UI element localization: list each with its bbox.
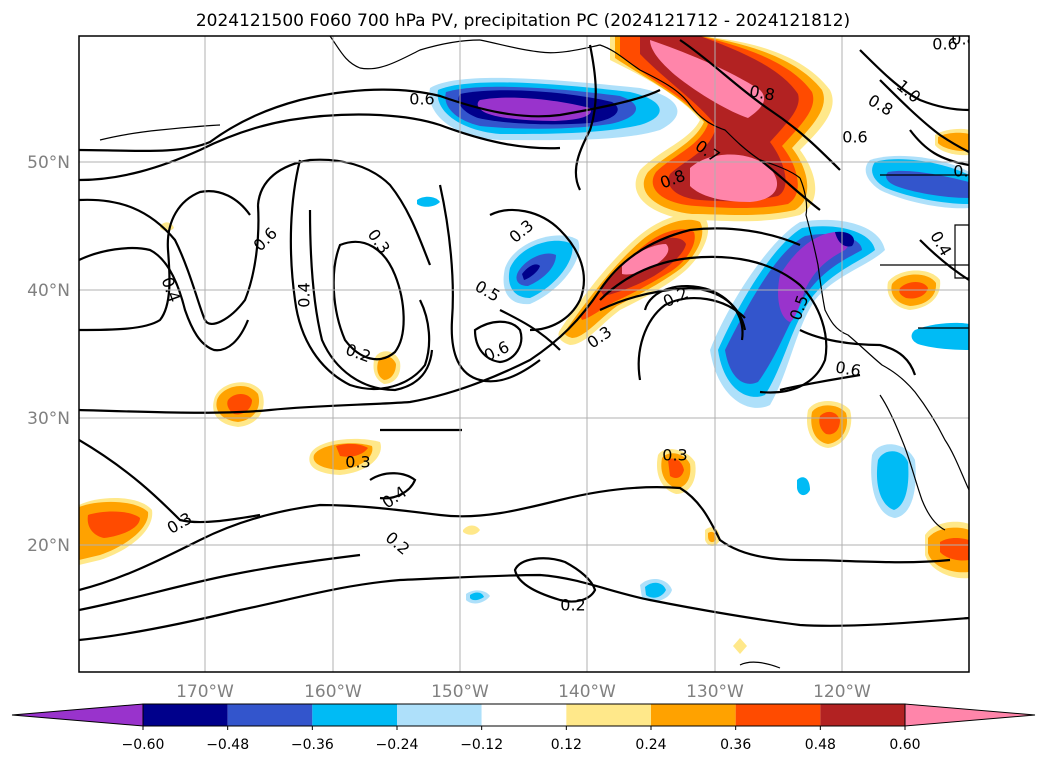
colorbar-segment <box>312 704 397 726</box>
pv-contours <box>79 39 969 642</box>
latitude-labels: 50°N 40°N 30°N 20°N <box>27 153 70 556</box>
contour-label: 0.8 <box>951 30 976 49</box>
contour-label: 0.3 <box>662 446 687 465</box>
contour-label: 0.6 <box>834 357 862 380</box>
coastlines <box>99 36 969 669</box>
colorbar-extend-min <box>11 703 144 727</box>
lon-label: 140°W <box>558 682 616 702</box>
lon-label: 170°W <box>176 682 234 702</box>
colorbar-segment <box>651 704 736 726</box>
colorbar-tick-label: 0.12 <box>551 737 582 753</box>
contour-label: 0.6 <box>842 128 867 147</box>
lat-label: 50°N <box>27 153 70 173</box>
colorbar-segment <box>143 704 228 726</box>
colorbar-segment <box>481 704 567 726</box>
colorbar-segment <box>227 704 313 726</box>
colorbar-tick-label: −0.24 <box>376 737 419 753</box>
colorbar: −0.60 −0.48 −0.36 −0.24 −0.12 0.12 0.24 0.36 0.4… <box>11 703 1036 753</box>
colorbar-tick-label: 0.60 <box>889 737 920 753</box>
contour-label: 0.2 <box>560 596 585 615</box>
colorbar-segment <box>735 704 821 726</box>
colorbar-segment <box>820 704 905 726</box>
longitude-labels: 170°W 160°W 150°W 140°W 130°W 120°W <box>176 682 871 702</box>
contour-label: 0.6 <box>932 35 957 54</box>
lon-label: 130°W <box>686 682 744 702</box>
map-frame <box>78 35 970 673</box>
lon-label: 160°W <box>304 682 362 702</box>
colorbar-tick-label: 0.48 <box>805 737 836 753</box>
graticule <box>79 36 969 672</box>
lat-label: 30°N <box>27 409 70 429</box>
lat-label: 20°N <box>27 536 70 556</box>
map-background <box>79 36 969 672</box>
colorbar-segment <box>566 704 651 726</box>
colorbar-tick-label: −0.48 <box>206 737 249 753</box>
colorbar-tick-label: 0.36 <box>720 737 751 753</box>
lon-label: 150°W <box>431 682 489 702</box>
contour-label: 0.4 <box>295 282 314 307</box>
contour-label: 0.8 <box>748 81 776 104</box>
lat-label: 40°N <box>27 281 70 301</box>
contour-label: 0.6 <box>409 90 434 109</box>
colorbar-tick-label: 0.24 <box>635 737 666 753</box>
map-title: 2024121500 F060 700 hPa PV, precipitatio… <box>196 11 850 31</box>
colorbar-extend-max <box>904 703 1036 727</box>
colorbar-segment <box>397 704 482 726</box>
colorbar-tick-label: −0.12 <box>460 737 503 753</box>
colorbar-frame <box>142 703 906 727</box>
contour-label: 0.3 <box>345 453 370 472</box>
contour-label: 0.3 <box>953 162 978 181</box>
colorbar-tick-label: −0.36 <box>291 737 334 753</box>
lon-label: 120°W <box>813 682 871 702</box>
colorbar-tick-label: −0.60 <box>122 737 165 753</box>
